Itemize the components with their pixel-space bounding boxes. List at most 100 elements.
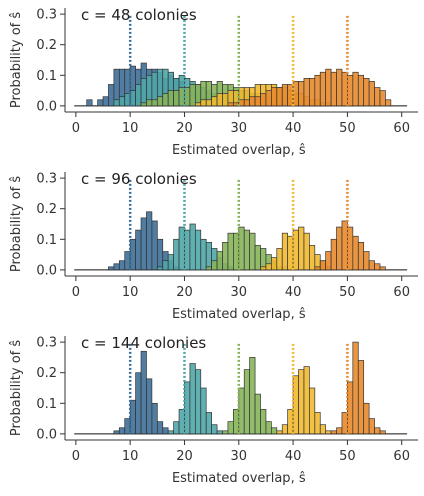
chart-1-series-5-bar	[254, 96, 261, 107]
chart-1-series-4-bar	[194, 102, 202, 107]
chart-1-series-2-bar	[113, 99, 120, 107]
chart-3-series-2-bar	[211, 424, 218, 435]
chart-3-series-2-bar	[167, 430, 174, 435]
chart-2-series-5-bar	[363, 251, 370, 271]
chart-1-x-tick-label: 30	[231, 121, 248, 136]
chart-2-series-5-bar	[374, 263, 381, 271]
chart-3-series-3-bar	[265, 421, 272, 435]
chart-2-series-1-bar	[108, 266, 115, 271]
chart-1-series-2-bar	[118, 96, 126, 107]
chart-1-series-5-bar	[330, 71, 337, 107]
chart-2-series-1-bar	[113, 263, 120, 271]
chart-1-series-5-bar	[325, 68, 332, 107]
chart-2-series-5	[314, 220, 386, 271]
chart-1-series-2-bar	[140, 78, 147, 107]
chart-3-y-tick-label: 0.2	[36, 366, 57, 381]
chart-2-series-1-bar	[146, 211, 153, 271]
chart-3-series-5-bar	[379, 430, 386, 435]
chart-3-x-tick-label: 40	[285, 449, 302, 464]
chart-2-series-4-bar	[271, 257, 278, 271]
chart-3: 0 10 20 30 40 50 60 0.0 0.1 0.2 0.3 c = 144 colonie…	[9, 334, 418, 486]
chart-1-series-5-bar	[357, 74, 365, 107]
chart-1-series-5-bar	[336, 68, 343, 107]
chart-3-series-3-bar	[238, 387, 245, 435]
chart-3-series-5-bar	[341, 412, 348, 435]
chart-2-series-3-bar	[249, 232, 256, 271]
chart-3-series-3-bar	[271, 427, 278, 435]
chart-3-series-4-bar	[314, 412, 321, 435]
chart-3-series-5	[330, 341, 386, 435]
chart-3-series-2-bar	[205, 412, 212, 435]
chart-1-x-tick-label: 60	[393, 121, 410, 136]
chart-3-series-4	[276, 366, 332, 435]
chart-1-y-tick-label: 0.3	[36, 8, 57, 23]
chart-3-series-1-bar	[135, 372, 142, 435]
chart-1-series-5-bar	[265, 90, 272, 107]
chart-2-x-tick-label: 30	[231, 285, 248, 300]
chart-3-series-2-bar	[173, 421, 180, 435]
chart-2-series-1-bar	[140, 217, 147, 271]
chart-1-series-5-bar	[249, 96, 256, 107]
chart-2-series-1-bar	[135, 229, 142, 271]
chart-3-series-4-bar	[298, 369, 305, 435]
chart-3-series-1-bar	[162, 427, 169, 435]
chart-3-series-4-bar	[281, 424, 289, 435]
chart-1-series-5	[227, 68, 392, 107]
chart-2-x-tick-label: 10	[122, 285, 139, 300]
chart-3-series-3-bar	[222, 430, 229, 435]
chart-1-series-3-bar	[173, 90, 180, 107]
chart-3-series-3-bar	[249, 357, 256, 435]
chart-2-series-4-bar	[281, 232, 289, 271]
chart-3-y-tick-label: 0.1	[36, 397, 57, 412]
chart-2-series-5-bar	[368, 260, 375, 271]
chart-1-y-tick-label: 0.2	[36, 38, 57, 53]
chart-1-series-5-bar	[314, 74, 321, 107]
chart-2-series-2-bar	[200, 238, 207, 271]
chart-2-series-4-bar	[309, 245, 316, 271]
chart-1-series-4-bar	[200, 99, 207, 107]
chart-1-series-5-bar	[352, 71, 359, 107]
chart-2-series-4-bar	[303, 232, 310, 271]
chart-1-series-4-bar	[211, 96, 218, 107]
chart-3-series-3-bar	[254, 393, 261, 435]
chart-3-series-3	[222, 357, 278, 435]
chart-3-series-1-bar	[146, 378, 153, 435]
chart-2-x-tick-label: 50	[339, 285, 356, 300]
chart-1-series-2-bar	[135, 84, 142, 107]
chart-1-series-3-bar	[156, 96, 164, 107]
chart-1-series-5-bar	[276, 87, 283, 107]
chart-1-series-1-bar	[97, 99, 104, 107]
chart-1-y-tick-label: 0.1	[36, 69, 57, 84]
chart-2-series-3-bar	[216, 251, 223, 271]
chart-1-series-5-bar	[303, 78, 310, 107]
chart-1-series-5-bar	[363, 78, 370, 107]
chart-3-series-3-bar	[260, 409, 267, 435]
chart-1-series-1-bar	[102, 96, 109, 107]
chart-1-series-3-bar	[162, 93, 169, 107]
chart-3-series-2-bar	[194, 369, 202, 435]
chart-2-series-5-bar	[379, 266, 386, 271]
chart-1-x-label: Estimated overlap, ŝ	[172, 143, 306, 158]
chart-3-y-tick-label: 0.3	[36, 336, 57, 351]
chart-2-series-3-bar	[227, 232, 234, 271]
chart-2-series-2-bar	[162, 260, 169, 271]
chart-3-series-1-bar	[113, 430, 120, 435]
chart-1-series-3-bar	[146, 99, 153, 107]
chart-1: 0 10 20 30 40 50 60 0.0 0.1 0.2 0.3 c = 48 colonies…	[9, 6, 418, 158]
chart-3-series-4-bar	[325, 430, 332, 435]
chart-2-y-tick-label: 0.3	[36, 172, 57, 187]
chart-3-x-tick-label: 0	[72, 449, 80, 464]
chart-1-x-tick-label: 0	[72, 121, 80, 136]
chart-3-x-tick-label: 30	[231, 449, 248, 464]
chart-2-y-tick-label: 0.2	[36, 202, 57, 217]
chart-1-series-5-bar	[243, 99, 250, 107]
chart-3-x-tick-label: 10	[122, 449, 139, 464]
chart-1-series-1-bar	[108, 84, 115, 107]
chart-1-x-tick-label: 40	[285, 121, 302, 136]
chart-2-series-3-bar	[243, 229, 250, 271]
chart-2-x-label: Estimated overlap, ŝ	[172, 307, 306, 322]
chart-1-y-tick-label: 0.0	[36, 99, 57, 114]
chart-2-x-tick-label: 0	[72, 285, 80, 300]
chart-3-series-2-bar	[200, 387, 207, 435]
chart-3-y-tick-label: 0.0	[36, 427, 57, 442]
